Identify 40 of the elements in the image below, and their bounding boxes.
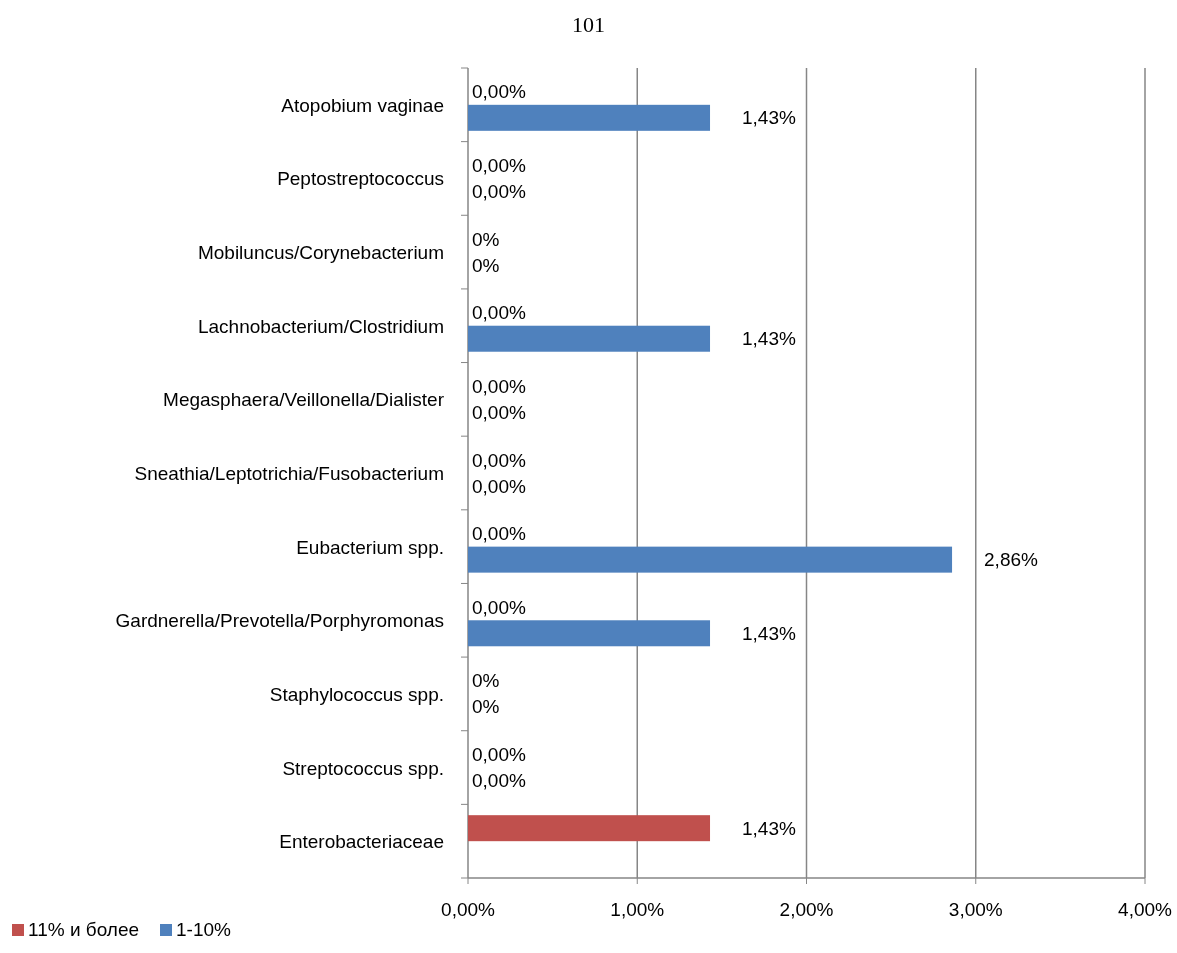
data-label: 0,00% <box>472 770 526 792</box>
data-label: 0% <box>472 254 500 276</box>
y-tick-label: Gardnerella/Prevotella/Porphyromonas <box>115 610 444 632</box>
y-tick-label: Sneathia/Leptotrichia/Fusobacterium <box>134 463 444 484</box>
data-label: 0,00% <box>472 523 526 545</box>
y-tick-label: Lachnobacterium/Clostridium <box>197 315 444 337</box>
legend-label: 1-10% <box>176 919 232 940</box>
data-label: 0,00% <box>472 744 526 766</box>
data-label: 0,00% <box>472 81 526 103</box>
data-label: 0,00% <box>472 401 526 423</box>
x-tick-label: 3,00% <box>948 899 1003 920</box>
y-tick-label: Peptostreptococcus <box>277 168 444 190</box>
data-label: 0,00% <box>472 596 526 618</box>
data-label: 1,43% <box>742 817 797 839</box>
y-tick-label: Staphylococcus spp. <box>269 683 444 705</box>
data-label: 0% <box>472 696 500 718</box>
data-label: 0,00% <box>472 154 526 176</box>
chart-title: 101 <box>572 12 605 37</box>
data-label: 1,43% <box>742 622 797 644</box>
data-label: 0,00% <box>472 449 526 471</box>
y-tick-label: Streptococcus spp. <box>282 757 444 779</box>
data-label: 0% <box>472 670 500 692</box>
y-tick-label: Eubacterium spp. <box>296 536 444 558</box>
data-label: 0,00% <box>472 180 526 202</box>
data-label: 0,00% <box>472 375 526 397</box>
legend-label: 11% и более <box>28 919 140 940</box>
y-tick-label: Enterobacteriaceae <box>279 831 444 853</box>
data-label: 0,00% <box>472 302 526 324</box>
x-tick-label: 0,00% <box>441 899 496 920</box>
y-tick-label: Mobiluncus/Corynebacterium <box>197 242 444 264</box>
x-tick-label: 1,00% <box>610 899 665 920</box>
data-label: 1,43% <box>742 328 797 350</box>
data-label: 0% <box>472 228 500 250</box>
y-tick-label: Megasphaera/Veillonella/Dialister <box>163 389 445 411</box>
x-tick-label: 2,00% <box>779 899 834 920</box>
data-label: 1,43% <box>742 107 797 129</box>
data-label: 2,86% <box>984 549 1039 571</box>
x-tick-label: 4,00% <box>1118 899 1173 920</box>
data-label: 0,00% <box>472 475 526 497</box>
y-tick-label: Atopobium vaginae <box>281 94 444 116</box>
